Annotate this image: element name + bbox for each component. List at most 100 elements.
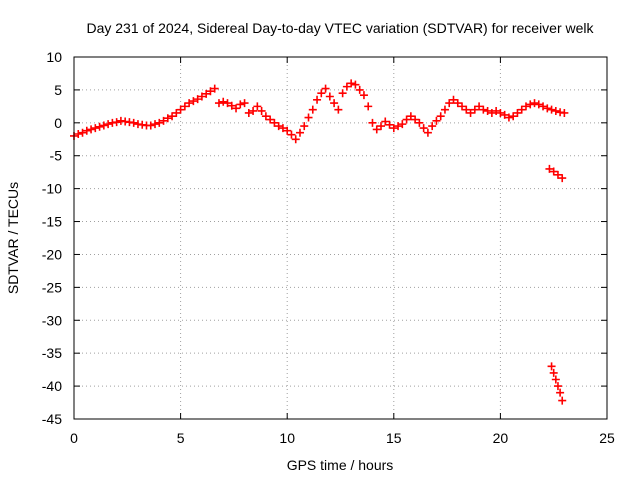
data-point — [321, 84, 330, 93]
data-point — [372, 125, 381, 134]
data-point — [146, 121, 155, 130]
data-point — [206, 87, 215, 96]
data-point — [517, 105, 526, 114]
data-point — [411, 115, 420, 124]
data-point — [112, 118, 121, 127]
data-point — [449, 95, 458, 104]
data-point — [558, 174, 567, 183]
data-point — [402, 115, 411, 124]
data-point — [283, 126, 292, 135]
data-point — [556, 388, 565, 397]
data-point — [458, 102, 467, 111]
data-point — [274, 122, 283, 131]
x-tick-label: 10 — [279, 430, 295, 446]
data-point — [266, 115, 275, 124]
data-point — [496, 108, 505, 117]
data-point — [82, 126, 91, 135]
data-point — [432, 116, 441, 125]
y-tick-label: -15 — [42, 214, 62, 230]
data-point — [381, 117, 390, 126]
data-point — [543, 104, 552, 113]
y-ticks: 10 5 0 -5 -10 -15 -20 -25 -30 -35 -40 -45 — [42, 49, 607, 427]
data-point — [423, 128, 432, 137]
data-point — [155, 118, 164, 127]
data-point — [317, 89, 326, 98]
data-point — [244, 108, 253, 117]
data-point — [185, 99, 194, 108]
data-point — [78, 128, 87, 137]
data-point — [547, 362, 556, 371]
data-point — [428, 122, 437, 131]
data-point — [129, 118, 138, 127]
data-point — [104, 120, 113, 129]
data-point — [214, 99, 223, 108]
data-point — [338, 89, 347, 98]
data-point — [257, 106, 266, 115]
data-point — [240, 99, 249, 108]
data-point — [475, 102, 484, 111]
data-point — [549, 368, 558, 377]
x-axis-label: GPS time / hours — [287, 457, 394, 473]
y-tick-label: -10 — [42, 181, 62, 197]
data-point — [253, 102, 262, 111]
data-point — [406, 112, 415, 121]
data-point — [325, 92, 334, 101]
data-point — [249, 106, 258, 115]
y-tick-label: -40 — [42, 378, 62, 394]
y-tick-label: 0 — [54, 115, 62, 131]
data-point — [530, 99, 539, 108]
data-point — [466, 108, 475, 117]
data-point — [355, 85, 364, 94]
data-point — [377, 122, 386, 131]
data-point — [500, 110, 509, 119]
chart-title: Day 231 of 2024, Sidereal Day-to-day VTE… — [86, 20, 594, 36]
data-point — [99, 121, 108, 130]
data-point — [176, 105, 185, 114]
data-point — [419, 124, 428, 133]
data-point — [521, 102, 530, 111]
x-tick-label: 25 — [599, 430, 615, 446]
data-point — [159, 116, 168, 125]
data-point — [347, 79, 356, 88]
data-point — [492, 106, 501, 115]
x-tick-label: 20 — [493, 430, 509, 446]
x-tick-label: 15 — [386, 430, 402, 446]
y-tick-label: -5 — [50, 148, 63, 164]
data-point — [219, 97, 228, 106]
data-point — [389, 124, 398, 133]
data-point — [304, 113, 313, 122]
data-point — [261, 112, 270, 121]
data-point — [479, 105, 488, 114]
data-point — [551, 375, 560, 384]
data-point — [168, 112, 177, 121]
data-point — [415, 118, 424, 127]
data-point — [210, 84, 219, 93]
data-point — [398, 120, 407, 129]
data-point — [236, 100, 245, 109]
data-point — [334, 105, 343, 114]
data-point — [364, 102, 373, 111]
y-tick-label: -20 — [42, 246, 62, 262]
data-point — [436, 112, 445, 121]
data-point — [394, 122, 403, 131]
data-point — [483, 106, 492, 115]
y-tick-label: 10 — [46, 49, 62, 65]
y-tick-label: 5 — [54, 82, 62, 98]
data-point — [172, 108, 181, 117]
data-point — [470, 105, 479, 114]
data-point — [368, 118, 377, 127]
data-point — [197, 92, 206, 101]
data-point — [553, 382, 562, 391]
data-point — [278, 124, 287, 133]
data-point — [526, 100, 535, 109]
y-tick-label: -45 — [42, 411, 62, 427]
data-point — [193, 95, 202, 104]
data-point — [445, 99, 454, 108]
data-point — [551, 106, 560, 115]
data-point — [359, 91, 368, 100]
data-point — [313, 95, 322, 104]
data-point — [560, 108, 569, 117]
data-point — [385, 120, 394, 129]
